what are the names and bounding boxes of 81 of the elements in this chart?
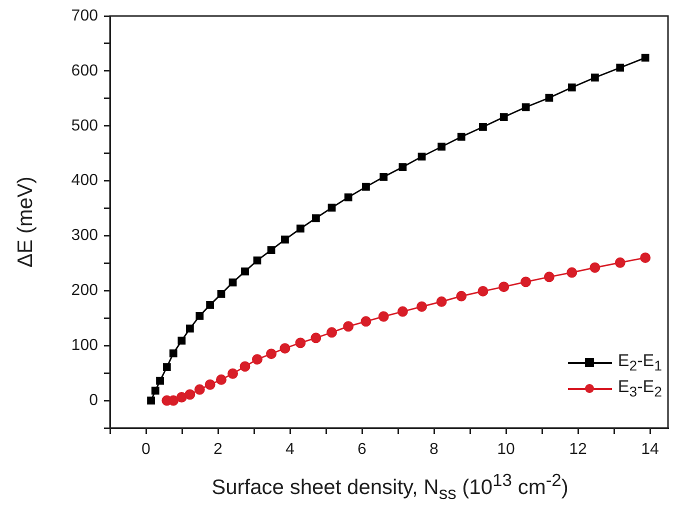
point: [498, 282, 510, 292]
point: [281, 236, 289, 244]
point: [522, 103, 530, 112]
point: [151, 386, 160, 395]
x-tick-label: 14: [641, 441, 659, 458]
point: [380, 173, 388, 181]
y-tick-label: 100: [71, 337, 98, 354]
point: [156, 376, 164, 385]
point: [500, 113, 508, 122]
point: [266, 348, 277, 360]
legend-label: E$_{3}$-E$_{2}$: [618, 377, 662, 401]
point: [362, 182, 370, 191]
point: [479, 123, 487, 131]
x-axis-title: Surface sheet density, N$_{ss}$ (10$^{13}$ cm$^{-2}$): [210, 470, 570, 504]
point: [241, 268, 249, 276]
point: [590, 262, 600, 273]
point: [216, 374, 226, 385]
point: [478, 286, 488, 296]
x-tick-label: 10: [497, 441, 515, 458]
y-tick-label: 600: [71, 62, 98, 80]
point: [416, 301, 428, 312]
point: [418, 152, 426, 161]
y-tick-label: 500: [71, 117, 98, 134]
point: [312, 214, 320, 222]
point: [326, 327, 338, 338]
y-tick-label: 300: [71, 227, 98, 244]
point: [204, 379, 216, 390]
point: [169, 349, 178, 358]
legend-label: E$_{2}$-E$_{1}$: [618, 351, 662, 375]
y-tick-label: 0: [89, 392, 98, 409]
point: [398, 163, 407, 171]
x-tick-label: 12: [569, 441, 587, 458]
point: [378, 311, 389, 322]
point: [228, 368, 238, 379]
point: [616, 64, 624, 72]
point: [310, 332, 322, 344]
point: [360, 316, 372, 327]
x-tick-label: 0: [142, 441, 151, 458]
point: [228, 278, 237, 286]
point: [240, 361, 250, 372]
x-tick-label: 8: [430, 441, 439, 458]
point: [253, 256, 262, 264]
point: [147, 396, 155, 404]
point: [296, 224, 304, 233]
point: [456, 290, 467, 302]
x-tick-label: 2: [214, 441, 223, 458]
y-tick-label: 700: [71, 7, 98, 24]
point: [590, 74, 599, 82]
point: [295, 338, 306, 348]
point: [176, 392, 187, 402]
point: [544, 272, 554, 282]
point: [343, 321, 354, 332]
point: [267, 246, 276, 254]
y-axis-title: ΔE (meV): [14, 176, 38, 268]
point: [641, 54, 650, 62]
point: [196, 312, 204, 320]
x-tick-label: 6: [358, 441, 367, 458]
point: [520, 276, 532, 288]
point: [614, 257, 626, 268]
point: [280, 343, 290, 354]
point: [344, 193, 352, 202]
point: [438, 142, 446, 151]
point: [194, 384, 205, 395]
point: [206, 301, 214, 309]
point: [566, 267, 578, 278]
point: [186, 324, 194, 333]
x-tick-label: 4: [286, 441, 295, 458]
y-tick-label: 400: [71, 172, 98, 190]
point: [436, 296, 447, 307]
point: [252, 354, 262, 365]
y-tick-label: 200: [71, 282, 98, 300]
point: [640, 252, 651, 263]
point: [568, 83, 576, 92]
point: [328, 204, 336, 212]
point: [178, 336, 186, 345]
point: [457, 132, 466, 141]
point: [184, 389, 196, 400]
point: [545, 94, 554, 102]
point: [397, 306, 408, 317]
point: [217, 290, 226, 298]
point: [162, 363, 171, 371]
